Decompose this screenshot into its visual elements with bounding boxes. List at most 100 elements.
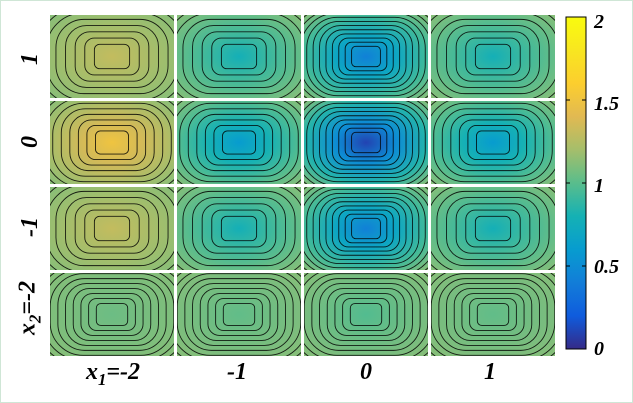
contour-line — [433, 102, 553, 183]
contour-line — [446, 283, 540, 346]
contour-line — [455, 203, 531, 254]
heatmap-panel — [304, 273, 428, 356]
contour-line — [338, 37, 394, 76]
heatmap-panel — [50, 15, 174, 98]
contour-line — [55, 18, 169, 95]
heatmap-panel — [50, 187, 174, 270]
panel-fill — [177, 101, 301, 184]
heatmap-panel — [177, 101, 301, 184]
contour-line — [57, 278, 167, 351]
contour-line — [319, 197, 413, 260]
contour-line — [65, 197, 159, 260]
contour-line — [446, 197, 540, 260]
contour-line — [74, 203, 150, 254]
contour-line — [474, 215, 512, 242]
contour-line — [458, 119, 528, 166]
contour-line — [312, 192, 420, 264]
panel-fill — [304, 101, 428, 184]
contour-line — [80, 293, 144, 336]
panel-fill — [431, 101, 555, 184]
contour-line — [222, 130, 256, 155]
colorbar-tick-label: 2 — [594, 11, 604, 33]
panel-fill — [304, 187, 428, 270]
contour-line — [192, 283, 286, 346]
contour-line — [211, 37, 267, 76]
contour-line — [60, 108, 164, 177]
contour-line — [182, 18, 296, 95]
contour-line — [215, 298, 263, 331]
contour-line — [74, 31, 150, 82]
contour-line — [436, 18, 550, 95]
contour-line — [438, 278, 548, 351]
contour-line — [312, 21, 420, 92]
contour-line — [325, 201, 407, 256]
panel-fill — [50, 273, 174, 356]
colorbar-tick-label: 1 — [594, 175, 604, 197]
contour-line — [220, 43, 258, 70]
heatmap-panel — [177, 273, 301, 356]
y-axis-label-first: x2=-2 — [14, 280, 45, 336]
contour-line — [201, 203, 277, 254]
contour-line — [319, 283, 413, 346]
contour-line — [325, 115, 407, 170]
y-tick-label: 1 — [17, 53, 43, 65]
contour-line — [55, 190, 169, 267]
colorbar-tick-label: 0.5 — [594, 256, 619, 278]
contour-line — [211, 209, 267, 248]
contour-line — [65, 283, 159, 346]
contour-line — [182, 190, 296, 267]
contour-line — [52, 102, 172, 183]
contour-line — [338, 123, 394, 162]
contour-line — [474, 43, 512, 70]
contour-line — [93, 215, 131, 242]
contour-line — [184, 278, 294, 351]
contour-line — [465, 37, 521, 76]
y-tick-label: 0 — [17, 136, 43, 148]
contour-line — [331, 205, 401, 252]
heatmap-panel — [431, 15, 555, 98]
contour-line — [455, 31, 531, 82]
contour-line — [93, 43, 131, 70]
colorbar-tick-label: 0 — [594, 338, 604, 360]
contour-line — [222, 303, 256, 326]
heatmap-panel — [177, 15, 301, 98]
contour-line — [50, 273, 174, 356]
heatmap-panel — [304, 15, 428, 98]
heatmap-panel — [177, 187, 301, 270]
contour-line — [436, 190, 550, 267]
x-tick-label: -1 — [227, 359, 247, 385]
contour-line — [431, 273, 555, 356]
x-tick-label: 0 — [360, 359, 372, 385]
contour-line — [88, 298, 136, 331]
contour-line — [351, 131, 381, 154]
contour-line — [65, 25, 159, 88]
panel-fill — [304, 273, 428, 356]
heatmap-panel — [50, 101, 174, 184]
contour-line — [311, 278, 421, 351]
contour-line — [450, 113, 536, 172]
contour-line — [204, 119, 274, 166]
contour-line — [84, 209, 140, 248]
contour-line — [326, 288, 406, 341]
x-tick-label: 1 — [484, 359, 496, 385]
x-axis-label-first: x1=-2 — [85, 359, 141, 389]
panel-fill — [50, 15, 174, 98]
contour-line — [331, 119, 401, 166]
contour-line — [84, 37, 140, 76]
contour-line — [344, 213, 388, 244]
heatmap-panel — [304, 101, 428, 184]
contour-line — [69, 113, 155, 172]
contour-line — [453, 288, 533, 341]
contour-line — [476, 130, 510, 155]
contour-line — [187, 108, 291, 177]
panel-fill — [431, 15, 555, 98]
heatmap-panel — [50, 273, 174, 356]
contour-line — [319, 25, 413, 88]
contour-line — [325, 29, 407, 84]
panel-fill — [177, 187, 301, 270]
panel-fill — [304, 15, 428, 98]
contour-line — [465, 209, 521, 248]
contour-line — [461, 293, 525, 336]
contour-line — [304, 273, 428, 356]
